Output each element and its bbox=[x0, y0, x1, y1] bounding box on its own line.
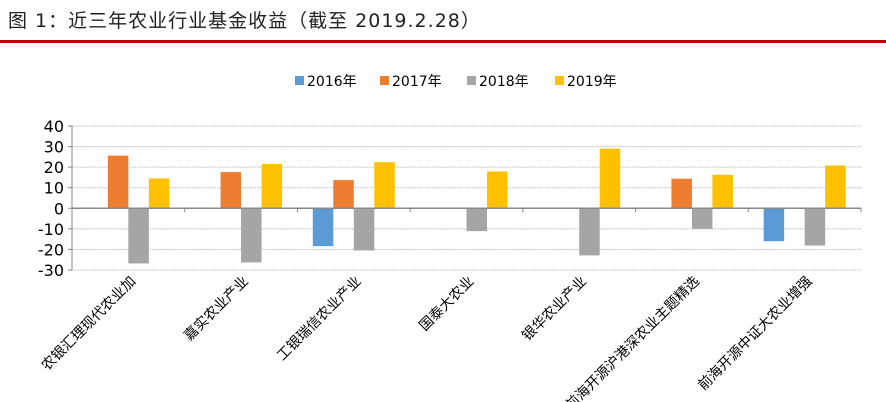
bar-2017年 bbox=[220, 172, 242, 209]
x-tick-label: 前海开源沪港深农业主题精选 bbox=[562, 273, 703, 402]
y-tick-label: -20 bbox=[38, 240, 64, 259]
bar-2019年 bbox=[261, 164, 283, 209]
bar-2018年 bbox=[579, 208, 600, 256]
y-tick-label: -10 bbox=[38, 220, 64, 239]
bar-2018年 bbox=[804, 208, 826, 246]
legend-swatch bbox=[295, 76, 304, 85]
bar-2018年 bbox=[466, 208, 487, 232]
x-tick-label: 前海开源中证大农业增强 bbox=[695, 273, 816, 394]
bar-2019年 bbox=[148, 178, 170, 209]
y-tick-label: 40 bbox=[44, 117, 64, 136]
x-tick-label: 国泰大农业 bbox=[417, 274, 478, 335]
bar-2018年 bbox=[353, 208, 375, 251]
x-tick-label: 农银汇理现代农业加 bbox=[39, 274, 139, 374]
legend-label: 2019年 bbox=[567, 74, 617, 90]
legend-label: 2016年 bbox=[307, 74, 357, 90]
bar-2016年 bbox=[312, 208, 334, 247]
y-tick-label: -30 bbox=[38, 261, 64, 280]
bar-2019年 bbox=[487, 171, 508, 209]
bar-2019年 bbox=[599, 148, 621, 209]
y-tick-label: 30 bbox=[44, 138, 64, 157]
legend-swatch bbox=[380, 76, 389, 85]
legend-label: 2017年 bbox=[392, 74, 442, 90]
bar-2018年 bbox=[128, 208, 149, 264]
bar-2017年 bbox=[671, 178, 692, 209]
y-tick-label: 0 bbox=[54, 199, 64, 218]
bar-2018年 bbox=[691, 208, 713, 229]
y-tick-label: 20 bbox=[44, 158, 64, 177]
x-tick-label: 嘉实农业产业 bbox=[181, 274, 252, 345]
bar-2019年 bbox=[374, 162, 395, 209]
figure-title: 图 1：近三年农业行业基金收益（截至 2019.2.28） bbox=[8, 10, 481, 32]
bar-2016年 bbox=[763, 208, 785, 242]
x-tick-label: 银华农业产业 bbox=[519, 274, 590, 345]
x-tick-label: 工银瑞信农业产业 bbox=[274, 274, 365, 365]
bar-2017年 bbox=[333, 180, 354, 209]
legend-swatch bbox=[555, 76, 564, 85]
title-divider bbox=[0, 40, 886, 43]
legend-label: 2018年 bbox=[479, 74, 529, 90]
bar-2019年 bbox=[825, 165, 846, 209]
bar-2019年 bbox=[712, 174, 733, 209]
bar-2017年 bbox=[107, 155, 129, 209]
bar-2018年 bbox=[241, 208, 262, 263]
y-tick-label: 10 bbox=[44, 179, 64, 198]
legend-swatch bbox=[467, 76, 476, 85]
